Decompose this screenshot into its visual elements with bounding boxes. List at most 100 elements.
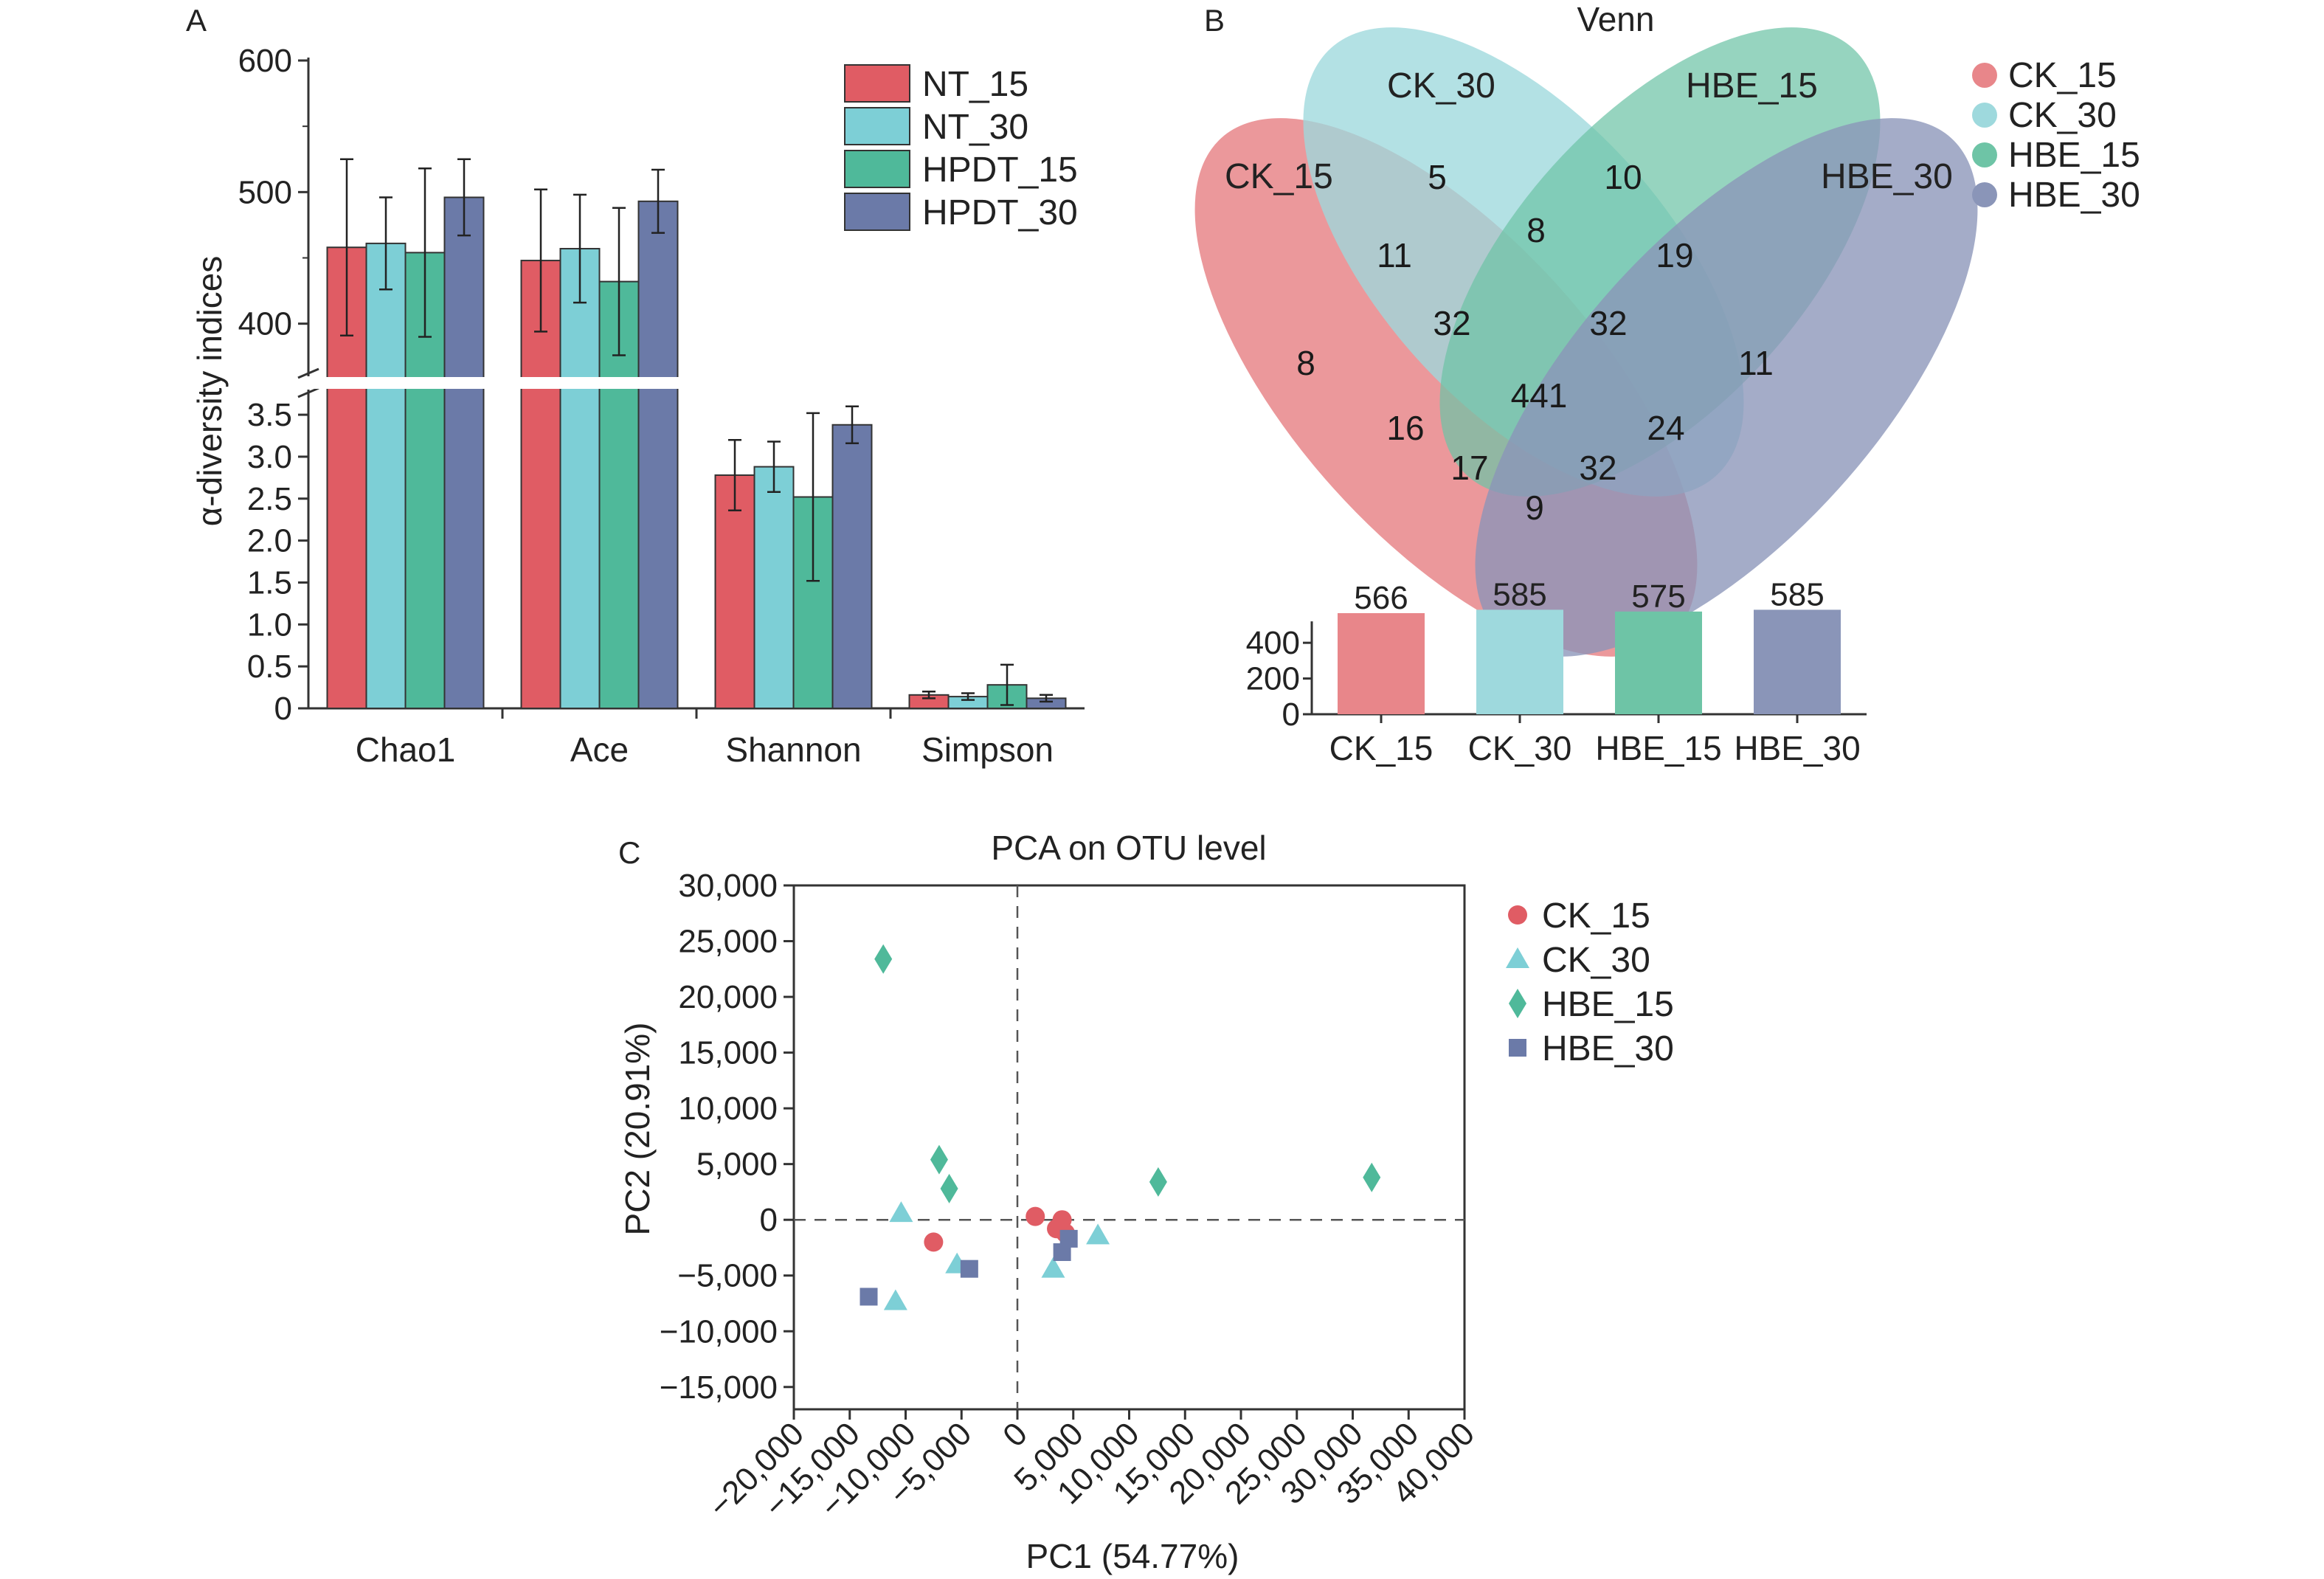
- legend-label-hbe-15: HBE_15: [1542, 985, 1674, 1024]
- venn-count-all-four: 441: [1511, 376, 1568, 415]
- pca-x-axis-label: PC1 (54.77%): [1026, 1537, 1239, 1575]
- venn-region-counts: 8 5 10 11 11 8 19 32 32 441 16 24 17 32 …: [1296, 158, 1774, 527]
- size-y-tick-label: 200: [1246, 661, 1300, 697]
- point-hbe-15: [1363, 1162, 1381, 1192]
- panel-a-category-labels: Chao1 Ace Shannon Simpson: [356, 730, 1054, 769]
- panel-b-label: B: [1204, 3, 1225, 38]
- bar-hpdt-30-shannon: [831, 424, 873, 709]
- pca-y-tick-label: 5,000: [696, 1147, 778, 1183]
- y-tick-label: 1.5: [247, 564, 292, 601]
- size-x-label-hbe-30: HBE_30: [1734, 729, 1860, 767]
- venn-count-hbe-30: 11: [1738, 344, 1774, 382]
- panel-b: B Venn CK_30 HBE_15 CK_15 HBE_30 8 5 10 …: [1194, 0, 2140, 767]
- bar-hpdt-30-chao1: [443, 196, 485, 709]
- pca-y-tick-label: 30,000: [678, 868, 778, 904]
- y-tick-label: 400: [238, 306, 292, 342]
- legend-label-ck-30: CK_30: [1542, 941, 1650, 980]
- pca-x-tick-label: 0: [996, 1415, 1034, 1454]
- size-bar-ck-15: [1338, 613, 1425, 714]
- legend-label-hpdt-30: HPDT_30: [922, 193, 1078, 232]
- y-tick-label: 3.5: [247, 397, 292, 433]
- panel-a-bars: [310, 196, 1086, 710]
- venn-count-ck-15-ck-30-hbe-30: 32: [1579, 449, 1616, 487]
- point-hbe-15: [874, 944, 893, 974]
- venn-title: Venn: [1577, 0, 1655, 38]
- point-hbe-15: [940, 1173, 958, 1203]
- category-label-chao1: Chao1: [356, 730, 456, 769]
- y-tick-label: 500: [238, 174, 292, 210]
- bar-nt-15-shannon: [714, 474, 755, 709]
- venn-legend-label-ck-30: CK_30: [2008, 96, 2117, 135]
- venn-count-hbe-15: 10: [1604, 158, 1642, 196]
- legend-swatch-hpdt-30: [844, 193, 910, 231]
- panel-a-y-axis-label: α-diversity indices: [190, 256, 229, 527]
- venn-set-label-hbe-15: HBE_15: [1686, 66, 1818, 106]
- pca-y-axis-label: PC2 (20.91%): [618, 1023, 657, 1236]
- y-tick-label: 600: [238, 43, 292, 79]
- size-bar-value-ck-15: 566: [1354, 580, 1408, 616]
- y-tick-label: 2.5: [247, 481, 292, 517]
- pca-title: PCA on OTU level: [991, 829, 1266, 867]
- bar-nt-30-shannon: [753, 466, 795, 709]
- venn-legend-dot-ck-30: [1972, 103, 1997, 128]
- point-hbe-15: [1149, 1167, 1167, 1197]
- pca-y-tick-label: 0: [760, 1202, 778, 1238]
- pca-tick-labels: 30,000 25,000 20,000 15,000 10,000 5,000 0 −5,0…: [660, 868, 1481, 1524]
- bar-nt-30-ace: [559, 248, 601, 709]
- size-bar-value-hbe-15: 575: [1631, 578, 1685, 615]
- panel-c: C PCA on OTU level PC1 (54.77%) PC2 (20.…: [618, 829, 1674, 1575]
- legend-swatch-nt-15: [844, 64, 910, 103]
- venn-count-ck-15-hbe-15-hbe-30: 17: [1450, 449, 1488, 487]
- legend-swatch-nt-30: [844, 107, 910, 145]
- legend-label-nt-15: NT_15: [922, 65, 1028, 104]
- pca-y-tick-label: −10,000: [660, 1313, 778, 1350]
- point-ck-15: [924, 1232, 944, 1252]
- y-tick-label: 3.0: [247, 439, 292, 475]
- pca-y-tick-label: 25,000: [678, 924, 778, 960]
- size-x-label-hbe-15: HBE_15: [1595, 729, 1721, 767]
- axis-break-mark: [297, 367, 319, 379]
- venn-legend-label-ck-15: CK_15: [2008, 56, 2117, 95]
- point-ck-30: [1086, 1223, 1110, 1245]
- venn-count-ck-15-ck-30: 11: [1377, 236, 1412, 274]
- bar-hpdt-30-ace: [637, 200, 679, 710]
- pca-plot-frame: [792, 884, 1466, 1411]
- size-bar-value-hbe-30: 585: [1770, 576, 1824, 612]
- point-hbe-30: [960, 1260, 978, 1278]
- size-x-label-ck-15: CK_15: [1329, 729, 1434, 767]
- venn-count-hbe-15-hbe-30: 19: [1656, 236, 1693, 274]
- point-ck-30: [1041, 1257, 1065, 1278]
- venn-count-ck-30: 5: [1428, 158, 1447, 196]
- category-label-simpson: Simpson: [921, 730, 1054, 769]
- y-tick-label: 1.0: [247, 607, 292, 643]
- venn-legend-label-hbe-15: HBE_15: [2008, 136, 2140, 175]
- category-label-ace: Ace: [570, 730, 629, 769]
- venn-set-label-ck-15: CK_15: [1225, 157, 1333, 196]
- category-label-shannon: Shannon: [725, 730, 861, 769]
- venn-count-ck-15-hbe-15: 16: [1386, 409, 1424, 447]
- pca-y-tick-label: 15,000: [678, 1035, 778, 1071]
- size-bar-hbe-15: [1615, 611, 1702, 714]
- pca-y-tick-label: −5,000: [677, 1258, 778, 1294]
- panel-a-label: A: [186, 3, 207, 38]
- legend-swatch-hpdt-15: [844, 150, 910, 188]
- y-tick-label: 0: [274, 691, 292, 727]
- axis-break-gap: [310, 377, 1086, 389]
- venn-count-ck-15-hbe-30: 9: [1525, 488, 1544, 527]
- y-tick-label: 2.0: [247, 523, 292, 559]
- size-y-tick-label: 400: [1246, 625, 1300, 661]
- venn-count-ck-15: 8: [1296, 344, 1315, 382]
- venn-set-label-hbe-30: HBE_30: [1821, 157, 1953, 196]
- venn-set-label-ck-30: CK_30: [1387, 66, 1495, 106]
- pca-y-tick-label: 10,000: [678, 1091, 778, 1127]
- point-hbe-30: [860, 1288, 878, 1306]
- size-bar-ck-30: [1476, 609, 1563, 714]
- legend-marker-hbe-15: [1509, 989, 1526, 1018]
- legend-label-nt-30: NT_30: [922, 108, 1028, 147]
- venn-count-ck-30-hbe-15-hbe-30: 32: [1589, 304, 1627, 342]
- pca-legend: CK_15 CK_30 HBE_15 HBE_30: [1506, 896, 1674, 1068]
- size-bar-hbe-30: [1754, 609, 1841, 714]
- legend-marker-hbe-30: [1509, 1039, 1526, 1057]
